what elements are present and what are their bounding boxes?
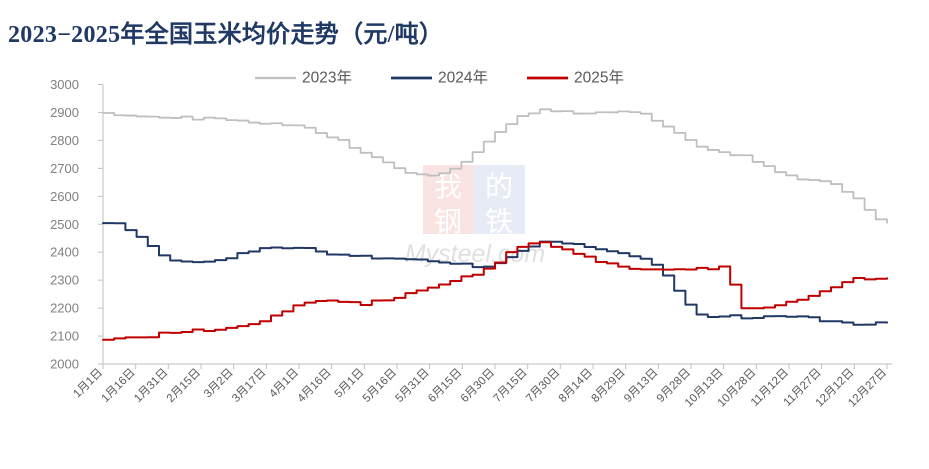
svg-text:7月15日: 7月15日	[491, 367, 529, 405]
svg-text:1月16日: 1月16日	[99, 367, 137, 405]
svg-text:钢: 钢	[434, 206, 462, 237]
svg-text:1月31日: 1月31日	[132, 367, 170, 405]
svg-text:2200: 2200	[50, 301, 79, 316]
svg-text:2月15日: 2月15日	[165, 367, 203, 405]
svg-text:2700: 2700	[50, 161, 79, 176]
svg-text:2800: 2800	[50, 133, 79, 148]
svg-text:2023年: 2023年	[302, 69, 352, 87]
svg-text:2025年: 2025年	[574, 69, 624, 87]
svg-text:2024年: 2024年	[438, 69, 488, 87]
svg-text:2900: 2900	[50, 105, 79, 120]
svg-text:6月15日: 6月15日	[426, 367, 464, 405]
svg-text:铁: 铁	[485, 206, 513, 237]
svg-text:2100: 2100	[50, 329, 79, 344]
svg-text:7月30日: 7月30日	[524, 367, 562, 405]
svg-text:2000: 2000	[50, 357, 79, 372]
svg-text:的: 的	[485, 171, 513, 202]
svg-text:2500: 2500	[50, 217, 79, 232]
svg-text:4月16日: 4月16日	[295, 367, 333, 405]
svg-text:9月13日: 9月13日	[622, 367, 660, 405]
svg-text:6月30日: 6月30日	[459, 367, 497, 405]
svg-text:8月29日: 8月29日	[589, 367, 627, 405]
svg-text:2300: 2300	[50, 273, 79, 288]
svg-text:3月17日: 3月17日	[230, 367, 268, 405]
svg-text:5月31日: 5月31日	[393, 367, 431, 405]
svg-text:2600: 2600	[50, 189, 79, 204]
svg-text:3000: 3000	[50, 77, 79, 92]
svg-text:8月14日: 8月14日	[557, 367, 595, 405]
svg-text:2400: 2400	[50, 245, 79, 260]
svg-text:Mysteel.com: Mysteel.com	[405, 240, 545, 268]
svg-text:5月16日: 5月16日	[361, 367, 399, 405]
